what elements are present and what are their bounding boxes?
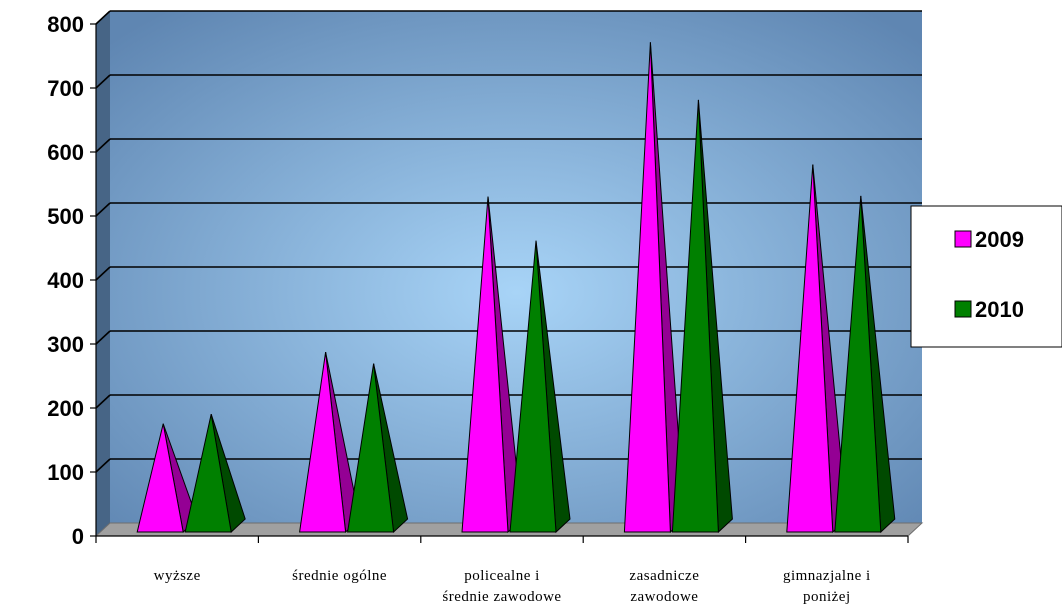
y-tick-label: 800 — [47, 12, 84, 37]
bar-2009 — [136, 423, 184, 533]
x-tick-label: wyższe — [154, 568, 201, 584]
legend-label: 2009 — [975, 227, 1024, 252]
y-tick-label: 700 — [47, 76, 84, 101]
legend-label: 2010 — [975, 297, 1024, 322]
y-tick-label: 200 — [47, 396, 84, 421]
bar-2009 — [461, 196, 509, 533]
legend-box — [910, 205, 1062, 348]
gridline-side — [95, 138, 111, 153]
y-tick-label: 300 — [47, 332, 84, 357]
legend-swatch-2010 — [954, 300, 972, 318]
y-tick-labels: 0 100 200 300 400 500 600 700 800 — [47, 12, 84, 549]
y-tick-label: 600 — [47, 140, 84, 165]
x-tick-labels: wyższe średnie ogólne policealne i średnie … — [154, 568, 871, 605]
gridline-side — [95, 10, 111, 25]
gridlines — [95, 10, 922, 473]
axes — [90, 23, 909, 543]
bar-2010 — [347, 363, 395, 533]
gridline-side — [95, 330, 111, 345]
bar-2010 — [671, 99, 719, 533]
bar-2009 — [299, 352, 347, 533]
bar-2010 — [509, 240, 557, 533]
data-marks — [136, 42, 896, 534]
bar-2010 — [184, 414, 232, 533]
x-tick-label: gimnazjalne i — [783, 568, 871, 584]
bar-2009 — [786, 164, 834, 533]
gridline-side — [95, 74, 111, 89]
bar-2010 — [834, 195, 882, 533]
legend: 2009 2010 — [910, 205, 1062, 348]
gridline-side — [95, 458, 111, 473]
y-tick-label: 500 — [47, 204, 84, 229]
gridline-side — [95, 394, 111, 409]
bar-2009 — [623, 42, 671, 533]
legend-swatch-2009 — [954, 230, 972, 248]
x-tick-label: średnie ogólne — [292, 568, 387, 584]
y-tick-label: 0 — [72, 524, 84, 549]
x-tick-label: zasadnicze — [629, 568, 699, 584]
x-tick-label: zawodowe — [630, 589, 698, 605]
x-tick-label: policealne i — [464, 568, 540, 584]
x-tick-label: poniżej — [803, 589, 851, 605]
y-tick-label: 400 — [47, 268, 84, 293]
y-tick-label: 100 — [47, 460, 84, 485]
gridline-side — [95, 266, 111, 281]
x-tick-label: średnie zawodowe — [442, 589, 561, 605]
gridline-side — [95, 202, 111, 217]
